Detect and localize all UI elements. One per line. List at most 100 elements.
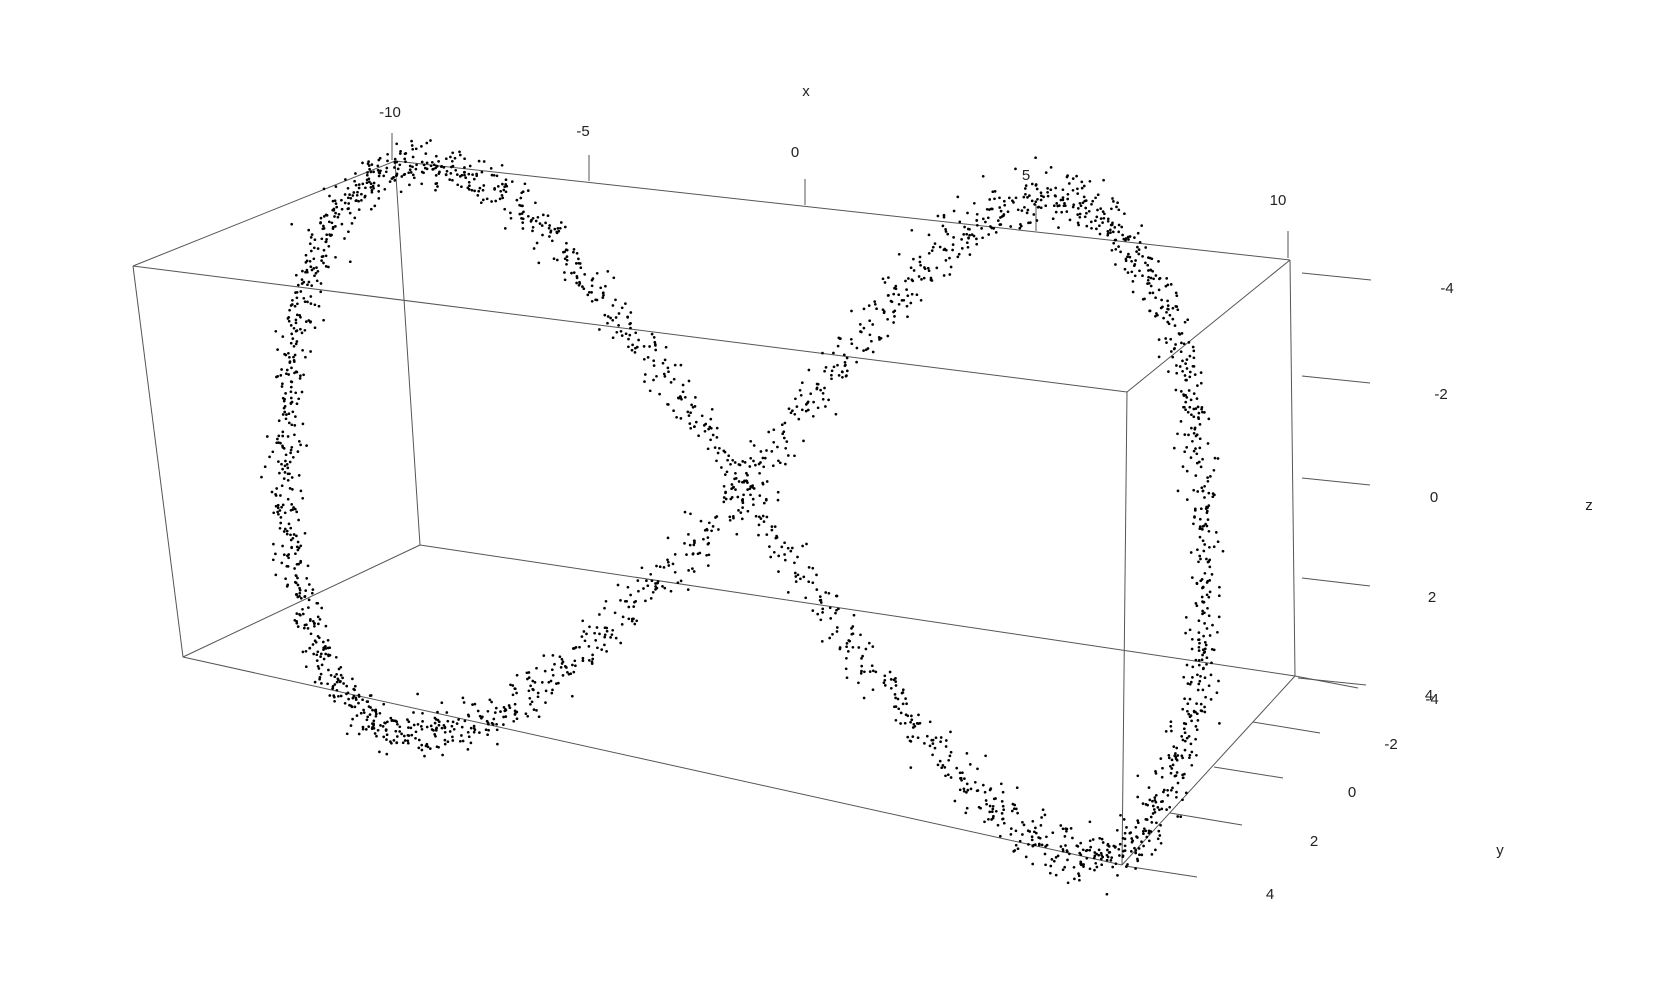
data-point <box>1094 196 1097 200</box>
data-point <box>322 215 326 218</box>
data-point <box>936 763 940 767</box>
data-point <box>535 241 539 245</box>
data-point <box>558 226 562 230</box>
data-point <box>1112 241 1116 245</box>
data-point <box>361 698 364 702</box>
data-point <box>998 196 1001 200</box>
y-tick-mark <box>1213 766 1284 779</box>
data-point <box>1128 255 1132 259</box>
data-point <box>1024 855 1028 859</box>
data-point <box>1084 206 1088 210</box>
data-point <box>299 315 302 319</box>
data-point <box>373 732 377 735</box>
data-point <box>1192 392 1196 395</box>
data-point <box>1007 196 1011 200</box>
data-point <box>1140 840 1143 844</box>
data-point <box>1190 763 1194 767</box>
data-point <box>1154 770 1157 773</box>
data-point <box>1185 367 1189 370</box>
data-point <box>1131 839 1135 843</box>
data-point <box>859 633 862 637</box>
data-point <box>565 241 568 245</box>
data-point <box>285 413 288 416</box>
data-point <box>436 718 440 722</box>
data-point <box>662 566 666 569</box>
data-point <box>1035 219 1039 222</box>
data-point <box>646 356 650 359</box>
data-point <box>560 657 564 661</box>
data-point <box>575 251 579 255</box>
data-point <box>1167 370 1170 373</box>
data-point <box>435 726 438 730</box>
data-point <box>809 392 813 396</box>
data-point <box>503 207 507 211</box>
data-point <box>794 575 798 578</box>
data-point <box>369 186 373 189</box>
data-point <box>293 353 297 357</box>
data-point <box>508 706 512 710</box>
data-point <box>993 197 996 201</box>
data-point <box>357 701 360 705</box>
data-point <box>1154 296 1157 300</box>
data-point <box>860 657 863 660</box>
data-point <box>421 720 424 723</box>
data-point <box>552 257 556 261</box>
data-point <box>958 788 962 792</box>
data-point <box>1175 790 1178 794</box>
data-point <box>293 424 297 427</box>
data-point <box>389 716 393 720</box>
data-point <box>930 249 934 252</box>
data-point <box>1147 256 1150 259</box>
data-point <box>765 515 769 519</box>
data-point <box>714 516 717 519</box>
data-point <box>540 681 544 684</box>
data-point <box>1015 786 1019 790</box>
data-point <box>875 307 878 311</box>
data-point <box>587 290 591 294</box>
data-point <box>513 712 517 715</box>
data-point <box>292 326 296 330</box>
data-point <box>896 697 900 701</box>
data-point <box>303 328 307 332</box>
data-point <box>843 360 847 364</box>
data-point <box>894 284 898 288</box>
data-point <box>1129 831 1133 834</box>
data-point <box>306 300 309 304</box>
data-point <box>1061 868 1065 872</box>
data-point <box>337 667 341 671</box>
data-point <box>369 207 373 211</box>
y-axis-title: y <box>1496 842 1504 859</box>
data-point <box>1176 754 1180 757</box>
z-tick-label: -4 <box>1440 280 1453 297</box>
data-point <box>492 173 496 177</box>
data-point <box>1045 843 1049 847</box>
data-point <box>402 734 406 738</box>
data-point <box>1203 647 1207 651</box>
data-point <box>654 588 657 591</box>
data-point <box>477 159 481 163</box>
data-point <box>1175 758 1179 762</box>
data-point <box>293 304 297 308</box>
data-point <box>1202 549 1206 553</box>
data-point <box>1091 199 1095 203</box>
data-point <box>1197 638 1201 641</box>
data-point <box>619 329 623 333</box>
data-point <box>1205 557 1208 561</box>
data-point <box>553 227 557 231</box>
data-point <box>392 739 396 742</box>
data-point <box>324 652 328 656</box>
data-point <box>605 626 609 630</box>
data-point <box>819 388 822 392</box>
data-point <box>329 234 332 237</box>
data-point <box>873 300 877 303</box>
data-point <box>1192 415 1196 419</box>
data-point <box>281 444 284 448</box>
x-axis-title: x <box>802 83 810 100</box>
data-point <box>481 198 485 202</box>
data-point <box>1185 446 1189 449</box>
data-point <box>933 242 937 245</box>
data-point <box>1071 188 1075 192</box>
data-point <box>496 185 500 188</box>
data-point <box>706 447 710 451</box>
data-point <box>846 650 850 653</box>
